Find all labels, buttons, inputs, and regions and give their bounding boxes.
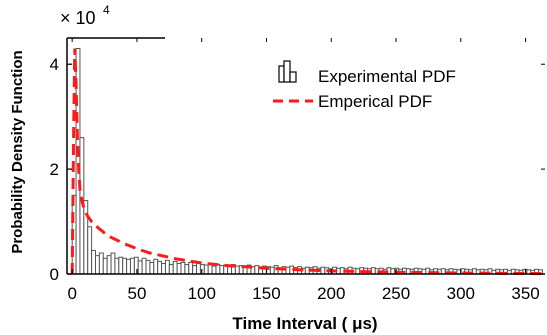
histogram-bar — [122, 257, 128, 275]
histogram-bar — [157, 260, 163, 275]
x-tick-label: 200 — [317, 284, 345, 303]
y-tick-label: 0 — [50, 265, 59, 284]
x-axis-title: Time Interval ( μs) — [232, 314, 377, 333]
histogram-bar — [405, 268, 411, 275]
histogram-bar — [149, 261, 155, 275]
histogram-bar — [114, 257, 120, 275]
histogram-bar — [110, 252, 116, 275]
histogram-bar — [320, 266, 326, 275]
histogram-bar — [440, 268, 446, 275]
histogram-bar — [106, 255, 112, 275]
histogram-bar — [390, 268, 396, 275]
histogram-bar — [196, 263, 201, 275]
histogram-bar — [285, 266, 291, 275]
y-ticks: 0 2 4 — [50, 55, 545, 284]
x-tick-label: 100 — [188, 284, 216, 303]
legend-histogram-icon — [278, 60, 297, 83]
histogram-bar — [254, 265, 260, 275]
histogram-bar — [227, 266, 233, 275]
histogram-bar — [168, 264, 174, 275]
histogram-bar — [192, 265, 198, 275]
x-ticks: 0 50 100 150 200 250 300 350 — [67, 38, 540, 303]
histogram-bars — [71, 47, 543, 275]
histogram-bar — [141, 257, 147, 275]
y-multiplier: × 10 — [60, 8, 96, 28]
histogram-bar — [87, 226, 93, 275]
legend-label-experimental: Experimental PDF — [318, 67, 456, 86]
x-tick-label: 350 — [511, 284, 539, 303]
histogram-bar — [355, 268, 361, 275]
histogram-bar — [188, 261, 194, 275]
y-multiplier-exponent: 4 — [103, 3, 110, 17]
histogram-bar — [161, 263, 166, 275]
histogram-bar — [145, 259, 151, 275]
histogram-bar — [269, 266, 275, 275]
x-tick-label: 0 — [67, 284, 76, 303]
histogram-bar — [234, 265, 240, 275]
histogram-bar — [304, 266, 310, 275]
histogram-bar — [102, 257, 108, 275]
histogram-bar — [98, 252, 104, 275]
histogram-bar — [180, 261, 186, 275]
histogram-bar — [370, 267, 376, 275]
histogram-bar — [199, 264, 205, 275]
histogram-bar — [184, 264, 190, 275]
histogram-bar — [83, 200, 89, 275]
histogram-bar — [153, 258, 159, 275]
histogram-bar — [126, 258, 131, 275]
empirical-pdf-line — [70, 48, 546, 276]
histogram-bar — [137, 260, 143, 275]
x-tick-label: 150 — [252, 284, 280, 303]
histogram-bar — [211, 265, 217, 275]
histogram-bar — [118, 256, 124, 275]
histogram-bar — [172, 260, 178, 275]
x-tick-label: 250 — [382, 284, 410, 303]
histogram-bar — [219, 265, 225, 275]
histogram-bar — [133, 256, 139, 275]
histogram-bar — [94, 255, 100, 275]
y-tick-label: 2 — [50, 160, 59, 179]
histogram-bar — [203, 264, 209, 275]
x-tick-label: 50 — [127, 284, 146, 303]
histogram-bar — [164, 259, 170, 275]
histogram-bar — [176, 263, 182, 275]
histogram-bar — [91, 249, 96, 275]
histogram-bar — [129, 257, 135, 275]
y-axis-title: Probability Density Function — [9, 50, 26, 253]
legend: Experimental PDF Emperical PDF — [273, 60, 456, 111]
x-tick-label: 300 — [447, 284, 475, 303]
empirical-curve — [70, 48, 546, 276]
y-tick-label: 4 — [50, 55, 59, 74]
legend-label-empirical: Emperical PDF — [318, 92, 432, 111]
